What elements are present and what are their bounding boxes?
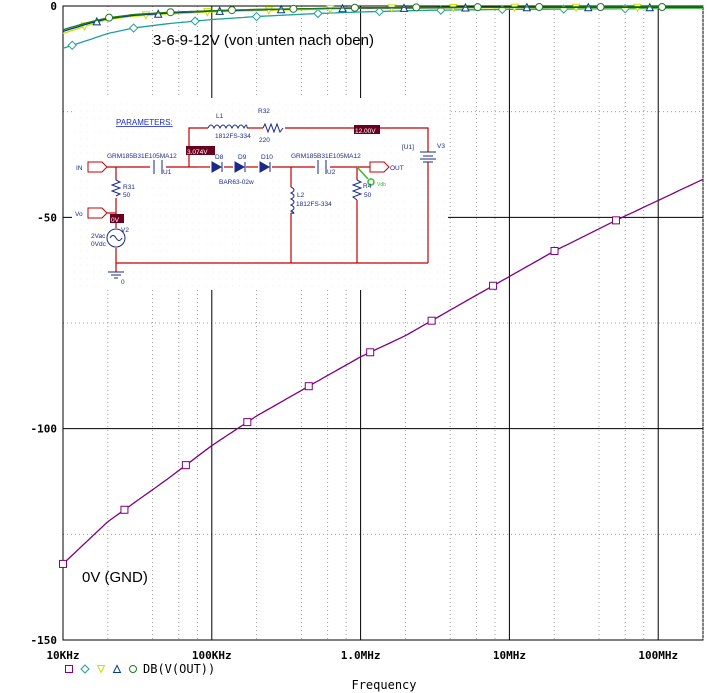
label-0v: 0V <box>111 217 120 224</box>
marker-square <box>304 382 313 391</box>
tick-labels: 10KHz 100KHz 1.0MHz 10MHz 100MHz 0 -50 -100 -150 <box>31 0 679 662</box>
marker-square <box>427 316 436 325</box>
schematic-background <box>72 98 448 290</box>
y-tick-label: 0 <box>50 0 57 13</box>
label-u1: U1 <box>163 169 172 176</box>
parameters-label: PARAMETERS: <box>116 118 173 127</box>
schematic-wires <box>107 127 429 272</box>
y-tick-label: -150 <box>31 634 58 647</box>
marker-circle <box>105 13 114 22</box>
label-l1-value: 1812FS-334 <box>215 133 251 140</box>
marker-square <box>489 281 498 290</box>
label-out: OUT <box>390 165 404 172</box>
x-tick-label: 100KHz <box>192 649 232 662</box>
marker-triangle-down <box>325 5 335 14</box>
label-r32: R32 <box>258 108 270 115</box>
annotation-bottom: 0V (GND) <box>82 569 148 586</box>
label-v2-dc: 0Vdc <box>91 241 107 248</box>
x-tick-label: 10MHz <box>493 649 526 662</box>
label-diode-part: BAR63-02w <box>219 179 254 186</box>
marker-square <box>181 461 190 470</box>
marker-circle <box>129 665 137 673</box>
vdb-probe <box>356 166 375 186</box>
label-12v: 12.00V <box>355 128 376 135</box>
marker-circle <box>350 3 359 12</box>
label-l2-value: 1812FS-334 <box>296 201 332 208</box>
voltage-tag-3074v <box>186 146 215 155</box>
marker-square <box>243 418 252 427</box>
marker-circle <box>412 3 421 12</box>
label-vo: Vo <box>75 211 83 218</box>
voltage-tag-12v <box>354 125 380 134</box>
label-v2: V2 <box>121 227 129 234</box>
marker-triangle-down <box>96 665 106 674</box>
marker-circle <box>596 3 605 11</box>
marker-circle <box>166 8 175 17</box>
label-3074v: 3.074V <box>187 149 208 156</box>
label-r4-value: 50 <box>364 192 372 199</box>
schematic-inset: PARAMETERS: L1 1812FS-334 R32 220 12.00V… <box>72 98 448 290</box>
series-line-square <box>62 178 704 565</box>
y-tick-label: -100 <box>31 423 58 436</box>
marker-circle <box>658 3 667 11</box>
marker-diamond <box>251 11 262 22</box>
label-probe: Vdb <box>377 182 386 188</box>
y-tick-label: -50 <box>37 211 57 224</box>
label-l1: L1 <box>216 113 224 120</box>
marker-square <box>611 216 620 225</box>
label-in: IN <box>76 165 83 172</box>
diodes <box>211 161 271 173</box>
marker-square <box>550 246 559 255</box>
label-r31-value: 50 <box>123 192 131 199</box>
marker-triangle-up <box>112 664 122 673</box>
annotation-top: 3-6-9-12V (von unten nach oben) <box>153 32 374 49</box>
series-square <box>59 178 704 568</box>
label-d10: D10 <box>261 154 273 161</box>
label-gnd: 0 <box>121 279 125 286</box>
x-tick-label: 10KHz <box>46 649 79 662</box>
label-u1-bracket: [U1] <box>402 144 414 151</box>
label-u2: U2 <box>327 169 336 176</box>
marker-triangle-up <box>92 16 102 26</box>
label-d9: D9 <box>238 154 247 161</box>
label-c1-part: GRM185B31E105MA12 <box>107 153 177 160</box>
marker-triangle-up <box>153 9 163 18</box>
label-v3: V3 <box>437 143 445 150</box>
label-l2: L2 <box>297 192 305 199</box>
marker-diamond <box>374 6 385 17</box>
marker-square <box>366 348 375 357</box>
marker-circle <box>535 3 544 11</box>
marker-diamond <box>313 8 323 19</box>
marker-diamond <box>190 16 200 26</box>
label-r32-value: 220 <box>259 137 270 144</box>
marker-circle <box>227 6 236 15</box>
marker-square <box>65 665 73 673</box>
marker-square <box>59 559 67 568</box>
series-layer <box>59 2 704 568</box>
x-tick-label: 100MHz <box>638 649 678 662</box>
x-axis-title: Frequency <box>351 678 416 692</box>
marker-diamond <box>80 664 90 674</box>
port-flags <box>87 161 390 219</box>
voltage-tag-0v <box>110 214 124 223</box>
series-circle <box>62 3 703 31</box>
marker-circle <box>473 3 482 12</box>
marker-circle <box>289 4 298 13</box>
marker-diamond <box>128 23 139 33</box>
label-r31: R31 <box>123 184 135 191</box>
label-r4: R4 <box>363 183 372 190</box>
label-d8: D8 <box>215 154 224 161</box>
marker-square <box>120 505 129 514</box>
schematic-components <box>106 122 436 279</box>
legend-label: DB(V(OUT)) <box>143 662 215 676</box>
marker-diamond <box>67 40 77 51</box>
label-c2-part: GRM185B31E105MA12 <box>291 153 361 160</box>
x-tick-label: 1.0MHz <box>341 649 381 662</box>
label-v2-ac: 2Vac <box>91 233 106 240</box>
legend: DB(V(OUT)) <box>65 662 215 676</box>
